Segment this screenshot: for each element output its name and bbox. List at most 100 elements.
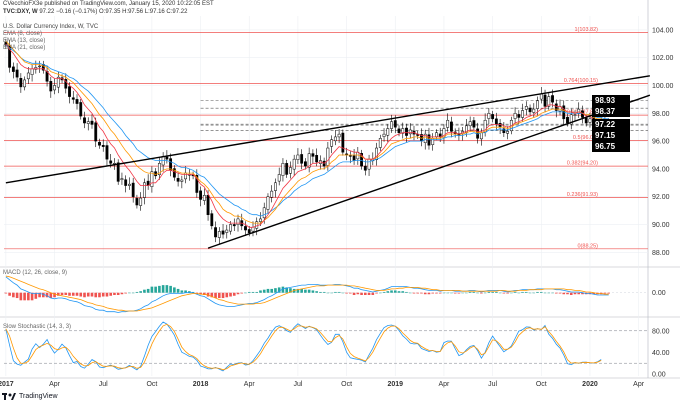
- trendline-layer: [5, 75, 651, 249]
- candle-body: [479, 132, 483, 140]
- macd-histogram-bar: [378, 292, 382, 294]
- candle-body: [450, 121, 453, 132]
- candles-layer: [4, 38, 611, 245]
- macd-histogram-bar: [214, 292, 217, 299]
- time-tick-label: Apr: [438, 381, 450, 388]
- candle-body: [547, 96, 551, 107]
- macd-histogram-bar: [386, 291, 390, 293]
- candle-body: [195, 175, 199, 193]
- macd-histogram-bar: [15, 292, 19, 299]
- macd-histogram-bar: [128, 292, 131, 294]
- macd-histogram-bar: [495, 291, 498, 293]
- macd-histogram-bar: [551, 292, 554, 294]
- time-tick-label: Jul: [488, 381, 497, 388]
- candle-body: [236, 218, 240, 226]
- candle-body: [75, 99, 79, 104]
- candle-body: [259, 218, 262, 222]
- candle-body: [584, 117, 588, 124]
- macd-title[interactable]: MACD (12, 26, close, 9): [3, 270, 68, 276]
- macd-histogram-bar: [476, 292, 479, 294]
- indicator-ema21[interactable]: EMA (21, close): [3, 45, 46, 51]
- candle-body: [124, 179, 128, 186]
- candle-body: [139, 197, 143, 206]
- macd-histogram-bar: [435, 292, 438, 294]
- macd-histogram-bar: [229, 292, 232, 297]
- candle-body: [554, 103, 558, 111]
- candle-body: [352, 155, 356, 161]
- macd-histogram-bar: [319, 291, 322, 293]
- macd-histogram-bar: [240, 292, 244, 294]
- macd-histogram-bar: [390, 290, 393, 293]
- candle-body: [30, 68, 34, 75]
- macd-histogram-bar: [131, 292, 135, 294]
- macd-layer: [4, 275, 648, 313]
- time-tick-label: 2018: [193, 381, 209, 388]
- candle-body: [333, 136, 337, 142]
- candle-body: [247, 229, 251, 234]
- ema-layer: [5, 40, 609, 228]
- macd-histogram-bar: [109, 292, 113, 296]
- macd-histogram-bar: [554, 292, 558, 294]
- fibonacci-layer: 1(103.82)0.764(100.15)0.618(97.87)0.5(96…: [4, 27, 648, 249]
- indicator-ema8[interactable]: EMA (8, close): [3, 31, 43, 37]
- macd-line: [5, 276, 609, 313]
- macd-histogram-bar: [532, 292, 536, 294]
- macd-histogram-bar: [49, 292, 53, 299]
- footer-brand[interactable]: TradingView: [2, 392, 58, 401]
- candle-body: [157, 163, 161, 175]
- candle-body: [494, 118, 498, 125]
- macd-histogram-bar: [498, 292, 502, 294]
- macd-histogram-bar: [262, 289, 266, 293]
- candle-body: [506, 131, 510, 134]
- candle-body: [326, 147, 330, 166]
- stochastic-title[interactable]: Slow Stochastic (14, 3, 3): [3, 324, 72, 330]
- macd-histogram-bar: [356, 292, 360, 295]
- candle-body: [172, 168, 176, 178]
- candle-body: [517, 114, 521, 118]
- indicator-ema13[interactable]: EMA (13, close): [3, 38, 46, 44]
- candle-body: [53, 85, 56, 91]
- macd-histogram-bar: [581, 292, 584, 295]
- symbol-line: TVC:DXY, W 97.22 −0.16 (−0.17%) O:97.35 …: [3, 9, 187, 15]
- macd-histogram-bar: [528, 292, 532, 294]
- candle-body: [225, 229, 229, 233]
- macd-histogram-bar: [225, 292, 229, 298]
- macd-histogram-bar: [472, 291, 476, 293]
- macd-histogram-bar: [502, 292, 506, 294]
- candle-body: [300, 154, 304, 164]
- candle-body: [176, 178, 180, 182]
- candle-body: [116, 162, 120, 182]
- candle-body: [311, 153, 315, 157]
- candle-body: [19, 78, 23, 88]
- axis-layer: 88.00 90.00 92.00 94.00 96.00 98.00 100.00 102.…: [0, 27, 674, 388]
- macd-histogram-bar: [64, 292, 68, 295]
- candle-body: [285, 163, 289, 175]
- price-tick-label: 90.00: [652, 222, 670, 229]
- macd-histogram-bar: [12, 292, 15, 298]
- candle-body: [109, 160, 113, 164]
- candle-body: [34, 67, 38, 70]
- macd-histogram-bar: [139, 291, 142, 293]
- price-tick-label: 100.00: [652, 83, 674, 90]
- macd-histogram-bar: [397, 291, 401, 293]
- candle-body: [217, 231, 221, 238]
- candle-body: [543, 94, 547, 107]
- macd-histogram-bar: [116, 292, 120, 295]
- symbol-label: TVC:DXY, W: [3, 9, 38, 15]
- macd-histogram-bar: [4, 292, 8, 294]
- candle-body: [221, 230, 225, 235]
- tradingview-logo-icon: [2, 393, 16, 400]
- stoch-tick-label: 40.00: [652, 350, 670, 357]
- macd-histogram-bar: [184, 290, 187, 293]
- macd-histogram-bar: [438, 292, 442, 294]
- price-tick-label: 104.00: [652, 27, 674, 34]
- time-tick-label: Apr: [244, 381, 256, 388]
- candle-body: [472, 120, 476, 128]
- macd-histogram-bar: [352, 292, 356, 295]
- macd-histogram-bar: [341, 292, 345, 294]
- candle-body: [214, 227, 217, 238]
- macd-histogram-bar: [491, 291, 494, 293]
- candle-body: [23, 79, 27, 88]
- candle-body: [386, 128, 390, 136]
